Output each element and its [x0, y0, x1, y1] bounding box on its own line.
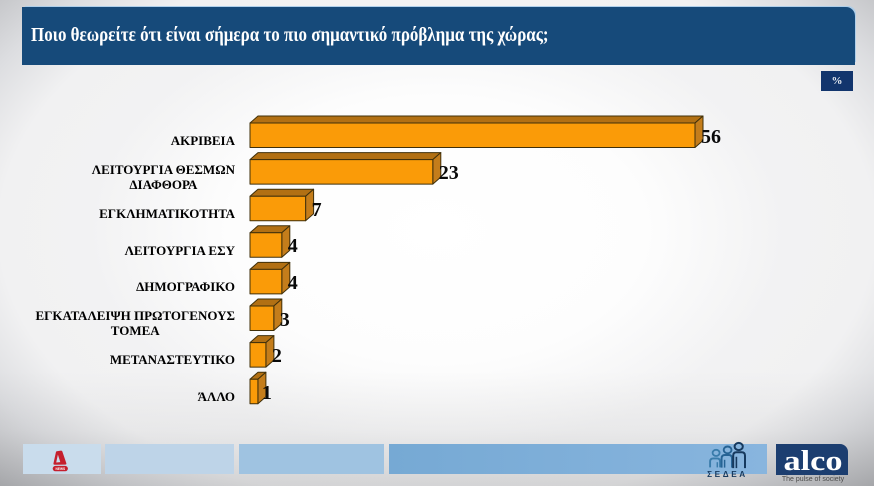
svg-text:NEWS: NEWS	[56, 467, 66, 471]
svg-text:alco: alco	[784, 445, 843, 477]
svg-text:ΣΕΔΕΑ: ΣΕΔΕΑ	[707, 470, 748, 479]
